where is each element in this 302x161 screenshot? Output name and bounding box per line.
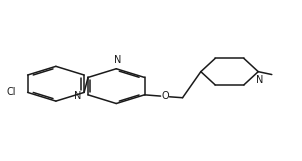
Text: N: N <box>256 75 263 85</box>
Text: N: N <box>74 91 81 101</box>
Text: Cl: Cl <box>7 87 16 97</box>
Text: O: O <box>161 91 169 101</box>
Text: N: N <box>114 55 121 65</box>
